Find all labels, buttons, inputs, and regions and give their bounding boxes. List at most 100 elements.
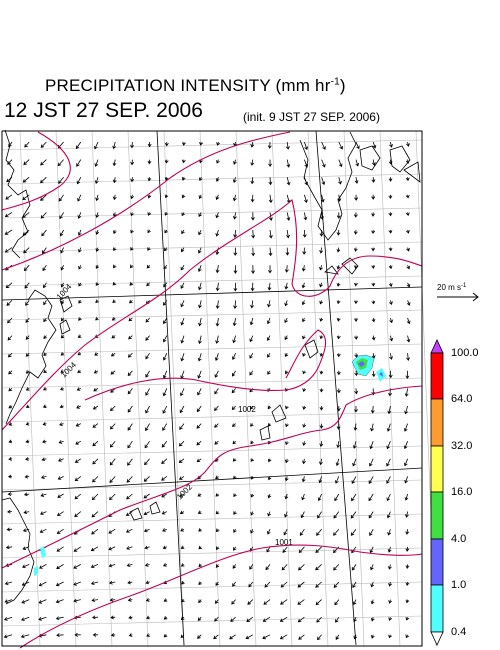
wind-arrow: [232, 440, 236, 445]
isobar-1002: [84, 329, 327, 401]
wind-arrow: [95, 247, 100, 252]
wind-arrow: [75, 423, 81, 427]
wind-arrow: [302, 458, 306, 465]
wind-arrow: [250, 194, 255, 203]
wind-arrow: [178, 458, 185, 463]
wind-arrow: [145, 423, 150, 432]
wind-arrow: [215, 265, 220, 274]
wind-arrow: [215, 194, 220, 201]
grid-line: [127, 130, 149, 647]
island-cluster: [59, 295, 73, 335]
wind-arrow: [164, 159, 169, 164]
wind-arrow: [94, 352, 99, 356]
wind-arrow: [354, 405, 358, 413]
wind-arrow: [198, 229, 202, 236]
wind-arrow: [388, 370, 393, 379]
wind-arrow: [178, 440, 185, 447]
wind-arrow: [302, 353, 306, 357]
wind-arrow: [370, 423, 374, 432]
wind-arrow: [40, 493, 47, 497]
wind-arrow: [302, 247, 307, 255]
wind-arrow: [232, 317, 237, 327]
wind-arrow: [24, 474, 30, 479]
wind-arrow: [144, 545, 150, 550]
wind-arrow: [163, 300, 168, 306]
wind-arrow: [42, 439, 47, 444]
wind-arrow: [284, 282, 289, 290]
wind-arrow: [355, 159, 360, 167]
wind-arrow: [214, 405, 219, 411]
wind-arrow: [229, 634, 236, 640]
wind-arrow: [125, 511, 133, 516]
wind-arrow: [285, 141, 290, 150]
wind-arrow: [249, 317, 254, 326]
wind-arrow: [22, 546, 30, 551]
wind-arrow: [163, 282, 168, 288]
wind-arrow: [315, 564, 322, 571]
wind-arrow: [389, 317, 393, 324]
wind-arrow: [335, 458, 340, 467]
wind-arrow: [302, 405, 307, 410]
wind-arrow: [108, 563, 116, 568]
wind-arrow: [91, 598, 99, 603]
wind-arrow: [388, 564, 392, 570]
wind-arrow: [40, 212, 47, 219]
wind-arrow: [350, 528, 357, 536]
legend-box-32-64: [430, 398, 444, 447]
wind-arrow: [146, 282, 150, 287]
wind-arrow: [267, 282, 272, 291]
wind-arrow: [216, 141, 220, 146]
wind-arrow: [354, 317, 358, 322]
wind-arrow: [113, 264, 117, 269]
wind-arrow: [179, 493, 185, 497]
precip-patch-southwest: [40, 546, 46, 558]
wind-arrow: [78, 317, 82, 321]
wind-arrow: [319, 247, 324, 254]
wind-arrow: [93, 370, 99, 374]
wind-arrow: [232, 564, 237, 569]
legend-label-04: 0.4: [451, 626, 467, 638]
wind-arrow: [232, 370, 236, 377]
wind-arrow: [163, 616, 168, 620]
wind-arrow: [7, 474, 13, 479]
wind-arrow: [108, 528, 116, 534]
wind-arrow: [22, 564, 30, 569]
wind-arrow: [196, 405, 202, 413]
wind-arrow: [78, 299, 82, 304]
wind-arrow: [233, 265, 238, 274]
wind-arrow: [78, 265, 82, 270]
wind-arrow: [371, 317, 376, 323]
wind-arrow: [3, 616, 13, 621]
wind-arrow: [60, 386, 64, 391]
wind-arrow: [55, 599, 64, 604]
wind-arrow: [197, 616, 202, 621]
wind-arrow: [284, 317, 288, 324]
wind-arrow: [336, 353, 341, 358]
wind-arrow: [388, 229, 393, 234]
wind-arrow: [262, 634, 271, 640]
wind-arrow: [301, 493, 305, 501]
grid-line: [1, 139, 423, 151]
wind-arrow: [370, 599, 375, 605]
wind-arrow: [282, 546, 288, 554]
wind-arrow: [315, 599, 322, 606]
wind-arrow: [95, 229, 100, 236]
wind-arrow: [74, 511, 82, 518]
wind-arrow: [145, 405, 150, 414]
wind-arrow: [388, 177, 393, 182]
wind-arrow: [112, 194, 117, 201]
wind-arrow: [370, 581, 375, 588]
wind-arrow: [58, 440, 64, 444]
wind-arrow: [317, 634, 322, 641]
wind-arrow: [302, 388, 307, 393]
wind-arrow: [41, 247, 47, 254]
wind-arrow: [40, 176, 47, 184]
wind-arrow: [108, 580, 116, 585]
wind-arrow: [24, 282, 30, 289]
wind-arrow: [336, 388, 341, 394]
wind-arrow: [351, 564, 357, 571]
wind-arrow: [301, 282, 306, 289]
isobar-1002-south: [1, 385, 423, 569]
grid-line: [55, 130, 77, 647]
wind-arrow: [386, 423, 391, 432]
